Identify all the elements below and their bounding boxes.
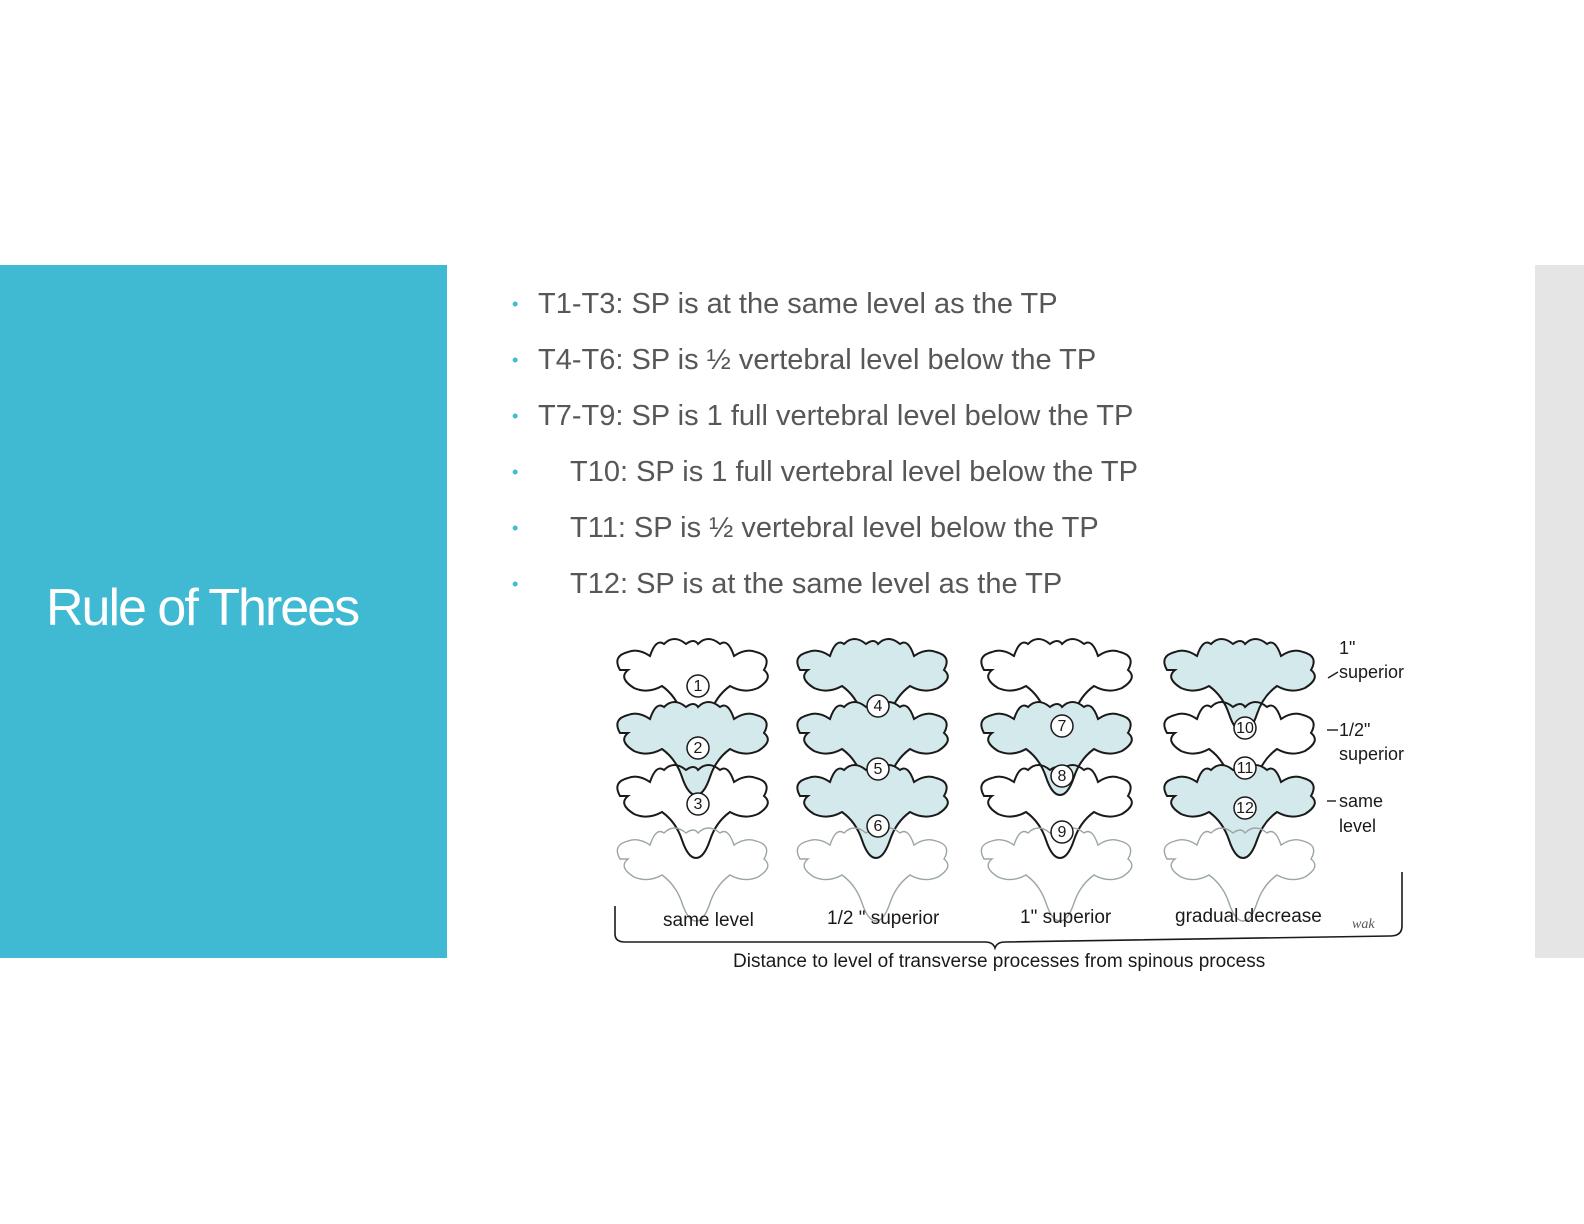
bullet-dot-icon: • [512, 350, 519, 370]
group-label-one-inch: 1" superior [1020, 907, 1112, 928]
vertebra-number-badge [866, 694, 890, 718]
vertebra-number-badge [1233, 756, 1257, 780]
vertebra-number-badge [1050, 764, 1074, 788]
bullet-text: T4-T6: SP is ½ vertebral level below the… [538, 344, 1097, 376]
group-label-gradual: gradual decrease [1175, 906, 1322, 927]
vertebra [1163, 638, 1316, 734]
vertebra-number-badge [866, 757, 890, 781]
side-label-1in: 1" [1339, 638, 1355, 658]
vertebra [980, 764, 1133, 860]
vertebra-ghost [1163, 827, 1316, 922]
vertebra-number: 6 [874, 818, 883, 835]
bullet-text: T1-T3: SP is at the same level as the TP [538, 288, 1058, 320]
vertebra-number: 7 [1058, 718, 1067, 735]
vertebra [980, 701, 1133, 797]
side-tick [1327, 671, 1339, 679]
bullet-dot-icon: • [512, 574, 519, 594]
vertebra-number: 1 [694, 678, 703, 695]
vertebra-number: 9 [1058, 824, 1067, 841]
side-strip [1535, 265, 1584, 958]
title-panel [0, 265, 447, 958]
vertebra-number-badge [686, 736, 710, 760]
artist-signature: wak [1352, 917, 1375, 932]
vertebra-number-badge [1233, 796, 1257, 820]
group-label-half-inch: 1/2 " superior [827, 908, 940, 929]
bullet-dot-icon: • [512, 294, 519, 314]
side-label-level: level [1339, 816, 1376, 836]
side-label-superior-2: superior [1339, 744, 1404, 764]
vertebra [796, 764, 949, 860]
bullet-dot-icon: • [512, 462, 519, 482]
bullet-text: T10: SP is 1 full vertebral level below … [570, 456, 1138, 488]
vertebra-number-badge [686, 792, 710, 816]
vertebra-ghost [796, 827, 949, 922]
slide-title: Rule of Threes [46, 579, 360, 637]
vertebra-ghost [980, 827, 1133, 922]
caption-bracket [614, 872, 1403, 951]
vertebra [616, 764, 769, 860]
vertebra-number-badge [1050, 820, 1074, 844]
vertebra-number: 4 [874, 698, 883, 715]
vertebra-number-badge [866, 814, 890, 838]
bullet-text: T7-T9: SP is 1 full vertebral level belo… [538, 400, 1134, 432]
group-label-same-level: same level [663, 910, 754, 931]
vertebra-number: 3 [694, 796, 703, 813]
side-label-half-in: 1/2" [1339, 720, 1370, 740]
vertebrae-figure: 1 2 3 4 5 6 7 8 9 10 11 12 same level 1/2 " superio… [600, 636, 1430, 986]
vertebra-number: 2 [694, 740, 703, 757]
vertebra-number-badge [686, 674, 710, 698]
side-label-same: same [1339, 791, 1383, 811]
vertebra-number: 11 [1237, 760, 1254, 777]
bullet-text: T11: SP is ½ vertebral level below the T… [570, 512, 1099, 544]
bullet-text: T12: SP is at the same level as the TP [570, 568, 1063, 600]
vertebra-number: 12 [1236, 800, 1254, 817]
vertebra-number: 10 [1236, 720, 1254, 737]
figure-caption: Distance to level of transverse processe… [733, 951, 1265, 972]
bullet-dot-icon: • [512, 406, 519, 426]
vertebra-number: 5 [874, 761, 883, 778]
side-label-superior-1: superior [1339, 662, 1404, 682]
vertebra-number-badge [1233, 716, 1257, 740]
vertebra-number-badge [1050, 714, 1074, 738]
vertebra-number: 8 [1058, 768, 1067, 785]
bullet-dot-icon: • [512, 518, 519, 538]
vertebra-ghost [616, 827, 769, 922]
